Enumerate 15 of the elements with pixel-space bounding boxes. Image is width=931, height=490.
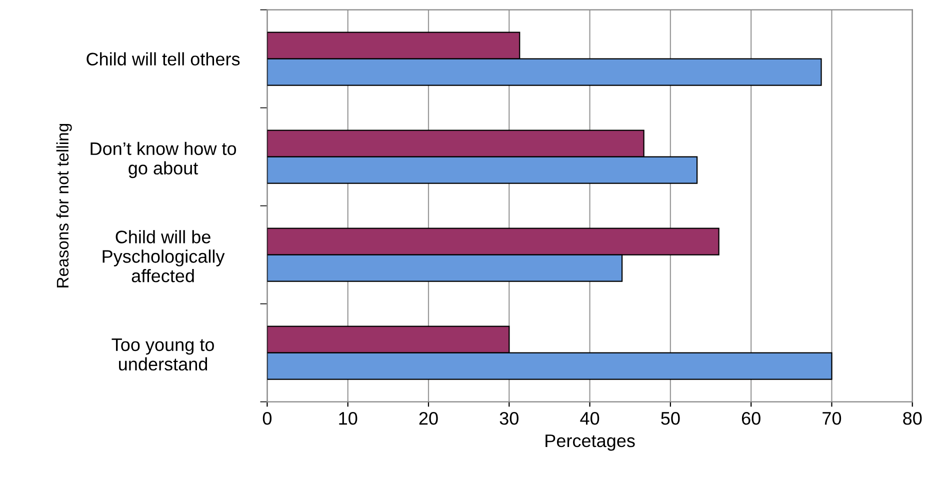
- y-axis-title: Reasons for not telling: [56, 124, 72, 288]
- x-tick-label: 10: [339, 412, 358, 425]
- y-tick-label: Child will be Pyschologically affected: [102, 230, 225, 282]
- x-tick-label: 20: [419, 412, 438, 425]
- y-tick-label: Don’t know how to go about: [90, 142, 236, 178]
- y-tick-label: Child will tell others: [86, 52, 240, 66]
- x-tick-label: 30: [500, 412, 518, 425]
- y-tick-label: Too young to understand: [112, 338, 214, 371]
- x-tick-label: 0: [262, 412, 272, 425]
- x-tick-label: 50: [661, 412, 680, 425]
- x-axis-title: Percetages: [546, 434, 635, 451]
- x-tick-label: 70: [822, 412, 842, 425]
- x-tick-label: 80: [903, 412, 922, 425]
- x-tick-label: 60: [742, 412, 760, 425]
- x-tick-label: 40: [580, 412, 600, 425]
